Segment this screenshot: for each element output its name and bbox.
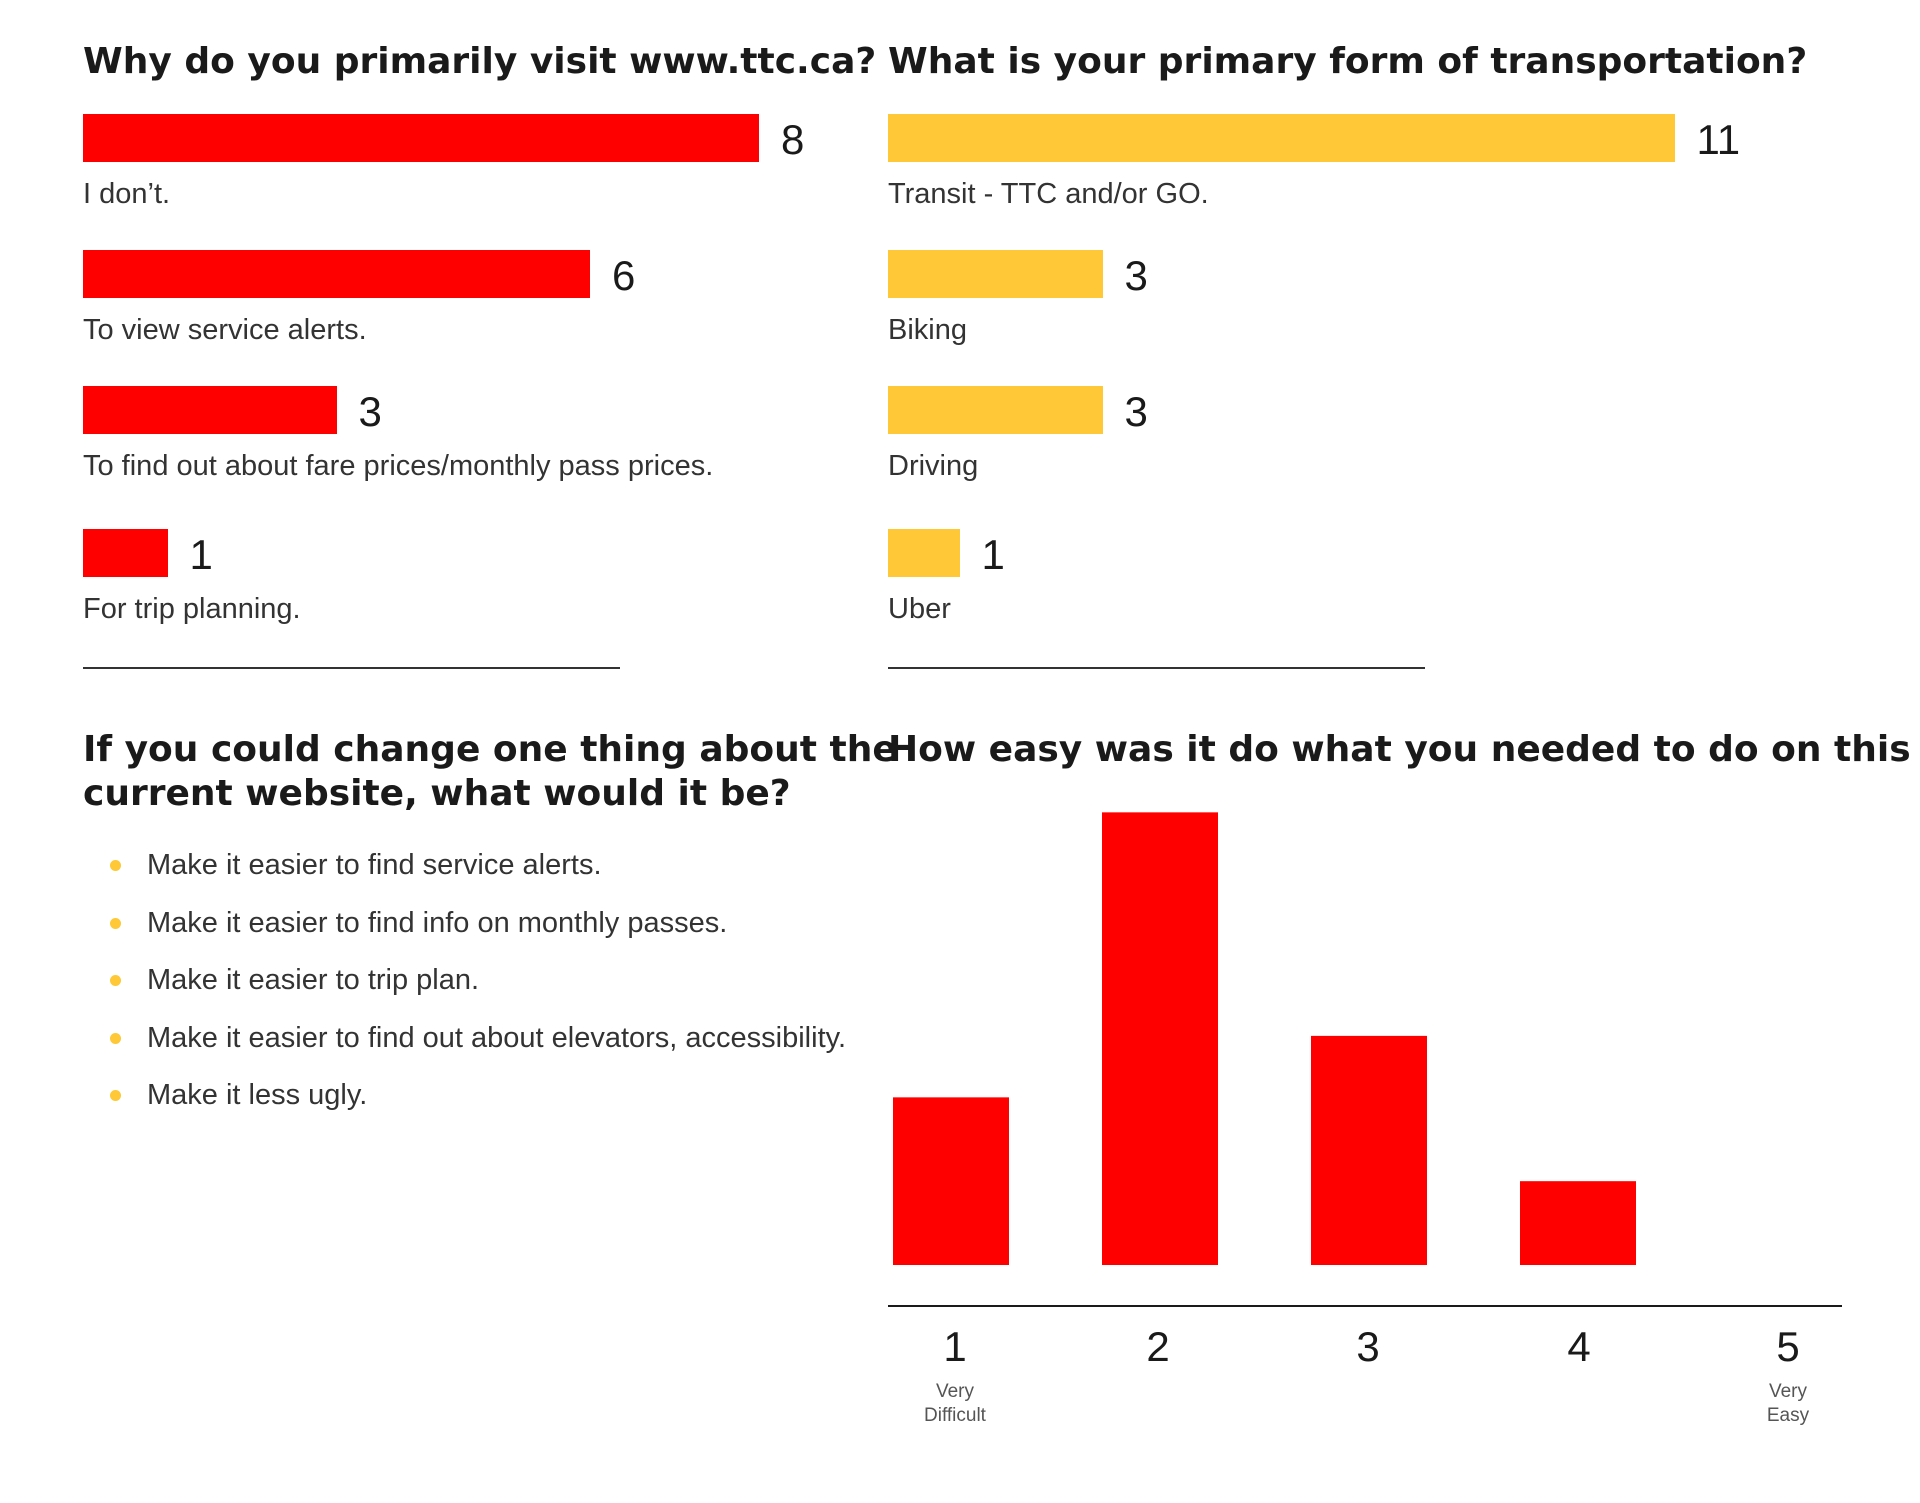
ease-bar — [893, 1097, 1009, 1265]
ease-tick-label: 5 — [1776, 1323, 1799, 1370]
list-item-text: Make it easier to trip plan. — [147, 964, 480, 996]
visit-reason-value-label: 3 — [358, 388, 382, 435]
visit-reason-value-label: 6 — [612, 252, 636, 299]
ease-bar — [1102, 812, 1218, 1265]
transportation-category-label: Transit - TTC and/or GO. — [888, 178, 1209, 210]
visit-reason-category-label: I don’t. — [83, 178, 171, 210]
transportation-value-label: 11 — [1696, 116, 1741, 163]
transportation-category-label: Uber — [888, 593, 951, 625]
panel-visit-reason-title: Why do you primarily visit www.ttc.ca? — [83, 41, 877, 82]
visit-reason-value-label: 1 — [189, 531, 213, 578]
ease-tick-label: 3 — [1356, 1323, 1379, 1370]
panel-transportation-divider — [888, 667, 1425, 669]
transportation-bar — [888, 529, 960, 577]
panel-transportation-title: What is your primary form of transportat… — [888, 41, 1808, 82]
ease-bar-chart: 1 Very Difficult 2 3 4 5 Very Easy — [888, 812, 1842, 1426]
list-item: Make it easier to find out about elevato… — [83, 1020, 846, 1078]
visit-reason-category-label: To find out about fare prices/monthly pa… — [83, 450, 714, 482]
suggestion-list: Make it easier to find service alerts. Ma… — [83, 847, 846, 1135]
visit-reason-value-label: 8 — [781, 116, 805, 163]
list-item-text: Make it easier to find out about elevato… — [147, 1021, 847, 1054]
bullet-dot-icon — [110, 1032, 121, 1044]
visit-reason-bar — [83, 250, 590, 298]
list-item-text: Make it easier to find service alerts. — [147, 849, 602, 881]
visit-reason-bar — [83, 114, 759, 162]
ease-tick-sublabel: Easy — [1767, 1405, 1810, 1426]
list-item: Make it easier to trip plan. — [83, 962, 846, 1020]
list-item: Make it less ugly. — [83, 1077, 846, 1135]
list-item: Make it easier to find info on monthly p… — [83, 905, 846, 963]
ease-tick-sublabel: Very — [1769, 1381, 1808, 1402]
list-item-text: Make it easier to find info on monthly p… — [147, 906, 728, 939]
list-item-text: Make it less ugly. — [147, 1079, 368, 1111]
transportation-value-label: 3 — [1124, 388, 1148, 435]
panel-visit-reason-divider — [83, 667, 620, 669]
bullet-dot-icon — [110, 1090, 121, 1101]
ease-tick-label: 2 — [1146, 1323, 1169, 1370]
visit-reason-bar — [83, 529, 168, 577]
visit-reason-bar — [83, 386, 337, 434]
ease-tick-label: 1 — [943, 1323, 966, 1370]
bullet-dot-icon — [110, 975, 121, 986]
ease-bar — [1311, 1035, 1427, 1265]
transportation-bar — [888, 250, 1103, 298]
list-item: Make it easier to find service alerts. — [83, 847, 846, 905]
bullet-dot-icon — [110, 860, 121, 871]
bullet-dot-icon — [110, 917, 121, 929]
visit-reason-category-label: For trip planning. — [83, 593, 301, 625]
transportation-value-label: 3 — [1124, 252, 1148, 299]
ease-tick-sublabel: Very — [936, 1381, 975, 1402]
transportation-category-label: Driving — [888, 450, 979, 482]
panel-ease-title: How easy was it do what you needed to do… — [888, 729, 1911, 770]
panel-change-title-line2: current website, what would it be? — [83, 773, 791, 814]
ease-tick-label: 4 — [1567, 1323, 1590, 1370]
ease-bar — [1520, 1181, 1636, 1265]
transportation-category-label: Biking — [888, 314, 967, 346]
visit-reason-category-label: To view service alerts. — [83, 314, 367, 346]
panel-change-title-line1: If you could change one thing about the — [83, 729, 897, 770]
transportation-bar — [888, 386, 1103, 434]
transportation-value-label: 1 — [981, 531, 1005, 578]
ease-tick-sublabel: Difficult — [924, 1405, 987, 1426]
transportation-bar — [888, 114, 1675, 162]
